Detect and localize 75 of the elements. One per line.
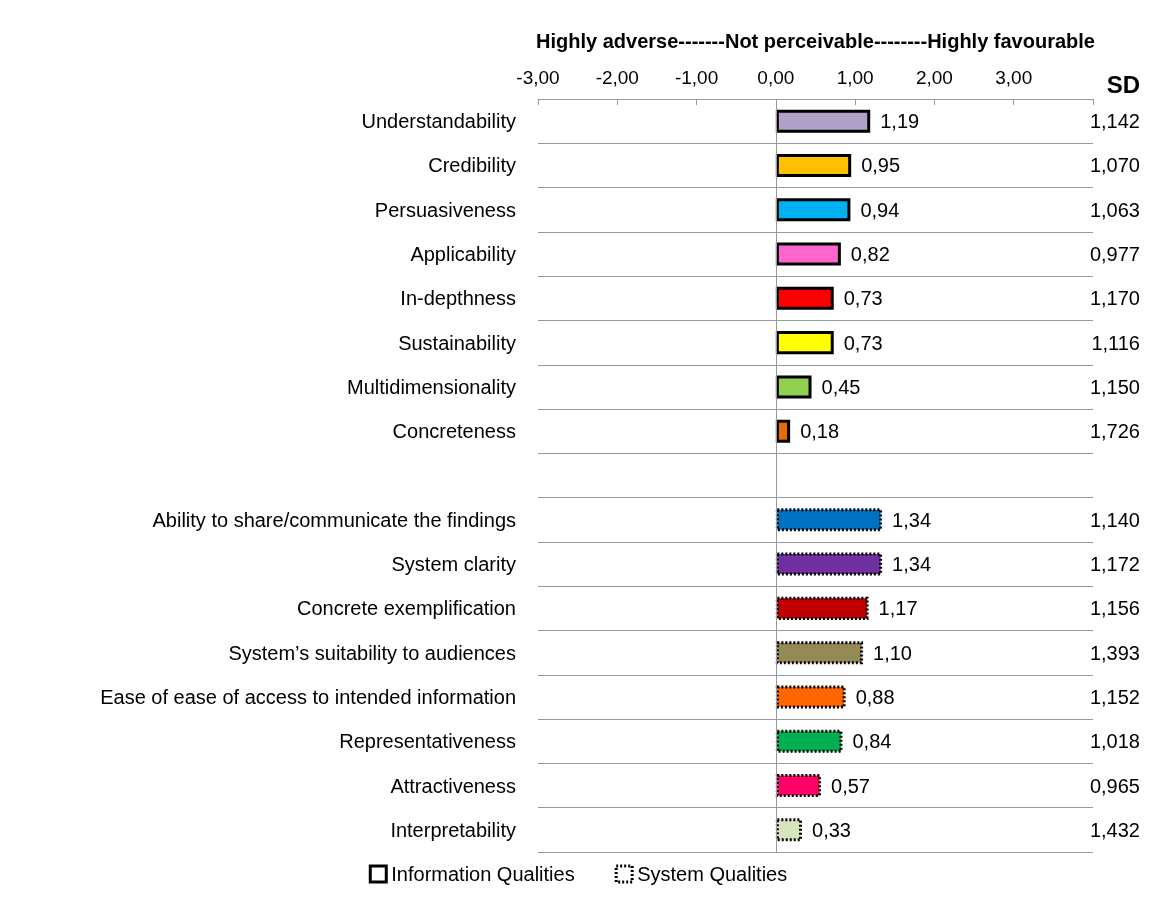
annotation: 1,070	[1089, 154, 1140, 177]
bar	[775, 198, 851, 222]
bar	[775, 331, 834, 355]
annotation: 1,393	[1089, 641, 1140, 664]
annotation: 1,140	[1089, 508, 1140, 531]
bar	[775, 508, 883, 532]
legend-label: System Qualities	[637, 863, 788, 885]
data-label: 1,34	[892, 508, 932, 531]
y-tick-label: Concrete exemplification	[297, 597, 516, 620]
y-tick-label: Understandability	[361, 110, 516, 133]
x-tick-label: -3,00	[516, 67, 560, 88]
y-tick-label: In-depthness	[400, 287, 516, 310]
data-label: 0,73	[843, 287, 883, 310]
data-label: 0,18	[800, 420, 840, 443]
bar	[775, 685, 846, 709]
x-tick-label: 3,00	[995, 67, 1033, 88]
data-label: 1,17	[878, 597, 918, 620]
x-tick-label: 1,00	[836, 67, 874, 88]
bar	[775, 729, 843, 753]
x-tick-label: -1,00	[674, 67, 719, 88]
data-label: 0,88	[855, 685, 895, 708]
annotation: 1,726	[1089, 420, 1140, 443]
bar	[775, 286, 834, 310]
annotation: 1,152	[1089, 685, 1140, 708]
annotation: 1,150	[1089, 375, 1140, 398]
bar	[775, 242, 841, 266]
y-tick-label: Attractiveness	[390, 774, 516, 797]
bar	[775, 641, 864, 665]
annotation: 1,142	[1089, 110, 1140, 133]
bar	[775, 596, 869, 620]
data-label: 0,82	[850, 243, 890, 266]
bar	[775, 419, 791, 443]
y-tick-label: Multidimensionality	[347, 375, 516, 398]
y-tick-label: Credibility	[428, 154, 516, 177]
annotation: 1,432	[1089, 818, 1140, 841]
x-axis-title: Highly adverse-------Not perceivable--------Highly favourable	[536, 30, 1095, 52]
legend-label: Information Qualities	[391, 863, 575, 885]
bar	[775, 774, 822, 798]
data-label: 0,84	[852, 730, 892, 753]
data-label: 0,73	[843, 331, 883, 354]
y-tick-label: Persuasiveness	[374, 198, 516, 221]
data-label: 1,34	[892, 553, 932, 576]
data-label: 1,10	[873, 641, 913, 664]
annotation: 1,156	[1089, 597, 1140, 620]
y-tick-label: Concreteness	[392, 420, 516, 443]
annotation: 1,172	[1089, 553, 1140, 576]
annotation: 1,116	[1091, 331, 1140, 354]
bar	[775, 153, 852, 177]
x-tick-label: 0,00	[757, 67, 795, 88]
data-label: 0,57	[831, 774, 870, 797]
y-tick-label: Applicability	[410, 243, 516, 266]
data-label: 0,33	[812, 818, 851, 841]
y-tick-label: Sustainability	[398, 331, 516, 354]
annotation: 0,965	[1089, 774, 1140, 797]
y-tick-label: Ability to share/communicate the findings	[152, 508, 516, 531]
data-label: 0,45	[821, 375, 861, 398]
text: SD	[1106, 70, 1140, 98]
bar	[775, 109, 871, 133]
annotation: 1,063	[1089, 198, 1140, 221]
annotation: 0,977	[1089, 243, 1140, 266]
bar	[775, 375, 812, 399]
y-tick-label: System clarity	[391, 553, 516, 576]
y-tick-label: Ease of ease of access to intended information	[100, 685, 516, 708]
x-tick-label: -2,00	[595, 67, 639, 88]
x-tick-label: 2,00	[915, 67, 953, 88]
y-tick-label: Representativeness	[339, 730, 516, 753]
data-label: 0,94	[860, 198, 900, 221]
bar	[775, 552, 883, 576]
annotation: 1,170	[1089, 287, 1140, 310]
data-label: 0,95	[861, 154, 901, 177]
data-label: 1,19	[880, 110, 920, 133]
annotation: 1,018	[1089, 730, 1140, 753]
bar	[775, 818, 803, 842]
y-tick-label: Interpretability	[390, 818, 516, 841]
y-tick-label: System’s suitability to audiences	[228, 641, 516, 664]
